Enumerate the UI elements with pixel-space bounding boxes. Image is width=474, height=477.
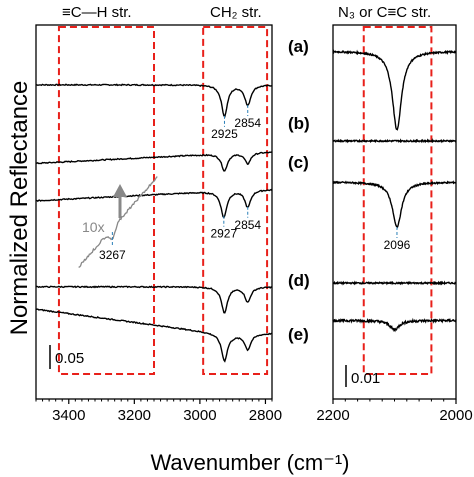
- series-line-right-b: [332, 137, 457, 144]
- region-label-ch2-stretch: CH₂ str.: [210, 4, 262, 21]
- peak-label: 2096: [384, 238, 411, 252]
- inset-arrow-head: [113, 184, 127, 197]
- series-line-left-e: [35, 308, 273, 363]
- inset-magnification-label: 10x: [82, 219, 105, 235]
- series-label: (c): [288, 153, 309, 172]
- x-tick-label-left: 2800: [249, 407, 282, 424]
- series-line-left-b: [35, 151, 273, 172]
- series-label: (e): [288, 325, 309, 344]
- inset-peak-label: 3267: [99, 248, 126, 262]
- series-label: (b): [288, 114, 310, 133]
- x-axis-title: Wavenumber (cm⁻¹): [150, 450, 349, 475]
- x-tick-label-left: 3000: [183, 407, 216, 424]
- x-tick-label-right: 2000: [439, 407, 472, 424]
- peak-label: 2854: [234, 218, 261, 232]
- x-tick-label-left: 3400: [52, 407, 85, 424]
- region-label-ch-stretch: ≡C—H str.: [62, 4, 132, 21]
- peak-label: 2854: [234, 116, 261, 130]
- series-label: (d): [288, 271, 310, 290]
- peak-label: 2927: [210, 227, 237, 241]
- series-line-right-d: [332, 280, 457, 286]
- peak-label: 2925: [211, 127, 238, 141]
- region-label-n3-cc-stretch: N₃ or C≡C str.: [338, 4, 431, 21]
- series-line-right-c: [332, 180, 457, 229]
- x-tick-label-right: 2200: [316, 407, 349, 424]
- region-box-left-0: [57, 26, 155, 375]
- series-line-right-a: [332, 49, 457, 131]
- inset-series-line: [78, 176, 158, 268]
- chart-marks: 3400 3200 3000 2800 2200 20002925285429272854…: [35, 26, 473, 424]
- series-line-left-c: [36, 188, 273, 219]
- series-label: (a): [288, 37, 309, 56]
- x-tick-label-left: 3200: [118, 407, 151, 424]
- y-axis-title: Normalized Reflectance: [6, 81, 33, 336]
- right-panel-frame: [332, 24, 457, 400]
- scale-bar-label-left: 0.05: [55, 350, 84, 367]
- scale-bar-label-right: 0.01: [351, 370, 380, 387]
- series-line-right-e: [332, 317, 457, 333]
- series-line-left-d: [35, 285, 273, 314]
- region-box-right-0: [362, 26, 433, 375]
- series-line-left-a: [35, 83, 273, 118]
- region-box-left-1: [202, 26, 269, 375]
